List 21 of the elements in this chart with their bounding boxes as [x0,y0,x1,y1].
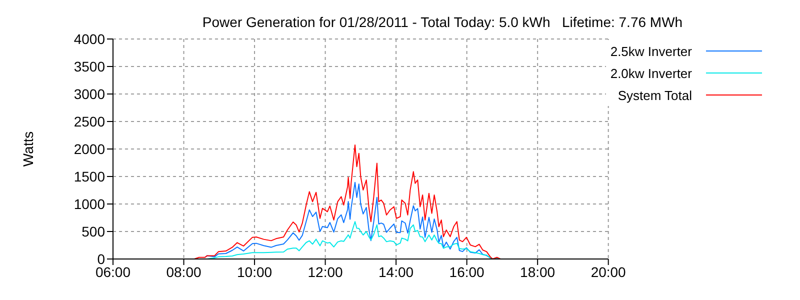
x-tick-label: 12:00 [308,264,344,280]
x-tick-label: 18:00 [520,264,556,280]
y-tick-label: 500 [82,223,106,240]
legend-label: 2.0kw Inverter [610,66,692,80]
y-axis-title: Watts [20,131,36,167]
y-tick-label: 1000 [74,196,106,212]
x-tick-label: 08:00 [166,264,202,280]
y-tick-label: 2500 [74,113,106,130]
chart-title: Power Generation for 01/28/2011 - Total Today: 5.0 kWh Lifetime: 7.76 MWh [201,14,684,30]
x-tick-label: 10:00 [237,264,272,280]
x-tick-label: 14:00 [378,264,414,280]
x-tick-label: 20:00 [590,264,626,280]
line-series [194,144,501,259]
legend-label: System Total [618,88,692,102]
x-tick-label: 16:00 [449,264,485,280]
y-tick-label: 1500 [74,168,106,184]
legend-label: 2.5kw Inverter [610,44,692,58]
y-tick-label: 3500 [74,58,106,74]
y-tick-label: 3000 [74,86,106,102]
y-tick-label: 4000 [74,30,106,47]
y-tick-label: 2000 [74,140,106,157]
